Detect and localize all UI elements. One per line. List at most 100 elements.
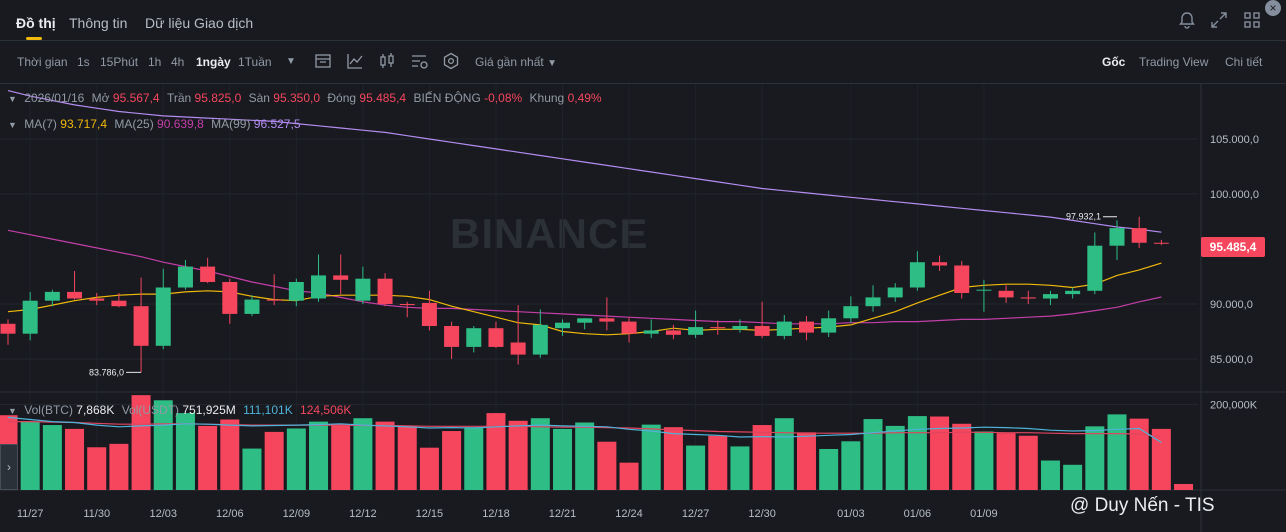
- ohlc-legend: ▼ 2026/01/16 Mở 95.567,4 Trần 95.825,0 S…: [8, 91, 602, 105]
- x-tick-label: 01/09: [970, 508, 998, 520]
- x-tick-label: 12/18: [482, 508, 510, 520]
- ma99-label: MA(99): [211, 117, 251, 131]
- candle-body: [466, 328, 482, 347]
- volume-bar: [153, 400, 173, 490]
- volume-bar: [242, 448, 262, 490]
- ma7-label: MA(7): [24, 117, 57, 131]
- low-marker-label: 83.786,0: [89, 367, 124, 377]
- volume-bar: [1151, 428, 1171, 490]
- volume-bar: [198, 425, 218, 490]
- chevron-down-icon: ▼: [547, 58, 557, 69]
- expand-icon[interactable]: [1209, 10, 1229, 30]
- candle-body: [577, 318, 593, 323]
- volume-bar: [419, 447, 439, 490]
- candle-body: [421, 302, 437, 326]
- candle-body: [399, 304, 415, 306]
- tab-trading-data[interactable]: Dữ liệu Giao dịch: [145, 15, 254, 31]
- ohlc-open: 95.567,4: [112, 91, 160, 105]
- candle-type-icon[interactable]: [377, 51, 397, 71]
- candle-body: [244, 299, 260, 314]
- volume-bar: [1174, 484, 1194, 490]
- candle-body: [111, 300, 127, 307]
- volume-bar: [841, 441, 861, 490]
- candle-body: [288, 282, 304, 301]
- intervals-dropdown-icon[interactable]: ▼: [286, 56, 296, 67]
- view-original[interactable]: Gốc: [1102, 55, 1126, 69]
- volume-bar: [974, 431, 994, 490]
- collapse-arrow-icon[interactable]: ▼: [8, 120, 17, 130]
- ohlc-change-label: BIẾN ĐỘNG: [413, 91, 481, 105]
- volume-legend: ▼ Vol(BTC) 7,868K Vol(USDT) 751,925M 111…: [8, 403, 351, 417]
- vol-usdt-value: 751,925M: [182, 403, 236, 417]
- interval-15m[interactable]: 15Phút: [100, 55, 139, 69]
- chart-toolbar: Thời gian 1s 15Phút 1h 4h 1ngày 1Tuần ▼ …: [0, 41, 1286, 84]
- candle-body: [732, 326, 748, 330]
- candle-body: [1109, 228, 1125, 246]
- candle-body: [222, 282, 238, 314]
- volume-bar: [553, 428, 572, 490]
- view-tradingview[interactable]: Trading View: [1139, 55, 1209, 69]
- x-tick-label: 12/21: [549, 508, 577, 520]
- candle-body: [754, 326, 770, 336]
- vol-btc-label: Vol(BTC): [24, 403, 73, 417]
- candle-body: [488, 328, 504, 347]
- ohlc-low-label: Sàn: [248, 91, 270, 105]
- y-tick-label: 90.000,0: [1210, 299, 1253, 311]
- ohlc-open-label: Mở: [91, 91, 110, 105]
- collapse-arrow-icon[interactable]: ▼: [8, 94, 17, 104]
- volume-bar: [708, 435, 728, 490]
- candle-body: [798, 321, 814, 333]
- line-chart-icon[interactable]: [345, 51, 365, 71]
- candle-body: [621, 321, 637, 334]
- interval-4h[interactable]: 4h: [171, 55, 185, 69]
- tab-info[interactable]: Thông tin: [69, 15, 128, 31]
- bell-icon[interactable]: [1177, 10, 1197, 30]
- volume-bar: [131, 395, 151, 490]
- candle-body: [932, 262, 948, 266]
- candle-body: [22, 300, 38, 334]
- volume-bar: [442, 431, 462, 490]
- price-mode-select[interactable]: Giá gần nhất ▼: [475, 55, 557, 69]
- candle-body: [1042, 294, 1058, 299]
- x-tick-label: 11/27: [17, 508, 44, 520]
- indicator-template-icon[interactable]: [313, 51, 333, 71]
- ohlc-close: 95.485,4: [359, 91, 407, 105]
- volume-bar: [575, 422, 595, 490]
- settings-icon[interactable]: [441, 51, 461, 71]
- chevron-right-icon[interactable]: ›: [0, 444, 18, 490]
- candle-body: [67, 291, 83, 299]
- volume-bar: [1107, 414, 1127, 490]
- volume-bar: [819, 448, 839, 490]
- candle-body: [998, 290, 1014, 298]
- interval-1w[interactable]: 1Tuần: [238, 55, 272, 69]
- candle-body: [133, 306, 149, 346]
- volume-bar: [109, 443, 129, 490]
- tab-chart[interactable]: Đồ thị: [16, 15, 56, 31]
- volume-bar: [663, 427, 683, 490]
- volume-bar: [464, 427, 484, 490]
- volume-bar: [863, 419, 883, 490]
- volume-bar: [752, 425, 772, 490]
- candle-body: [776, 321, 792, 336]
- y-tick-label: 105.000,0: [1210, 134, 1259, 146]
- tools-icon[interactable]: [409, 51, 429, 71]
- candle-body: [555, 322, 570, 329]
- interval-1h[interactable]: 1h: [148, 55, 162, 69]
- view-depth[interactable]: Chi tiết: [1225, 55, 1263, 69]
- ohlc-high: 95.825,0: [194, 91, 242, 105]
- interval-1d[interactable]: 1ngày: [196, 55, 231, 69]
- candle-body: [909, 262, 925, 288]
- volume-bar: [530, 418, 550, 490]
- close-icon[interactable]: ×: [1265, 0, 1281, 16]
- volume-bar: [220, 419, 240, 490]
- volume-bar: [641, 424, 661, 490]
- volume-bar: [397, 425, 417, 490]
- x-tick-label: 01/03: [837, 508, 865, 520]
- layout-grid-icon[interactable]: [1242, 10, 1262, 30]
- collapse-arrow-icon[interactable]: ▼: [8, 406, 17, 416]
- candle-body: [177, 266, 193, 288]
- x-tick-label: 12/27: [682, 508, 710, 520]
- candle-body: [665, 330, 681, 335]
- ma25-value: 90.639,8: [157, 117, 204, 131]
- interval-1s[interactable]: 1s: [77, 55, 90, 69]
